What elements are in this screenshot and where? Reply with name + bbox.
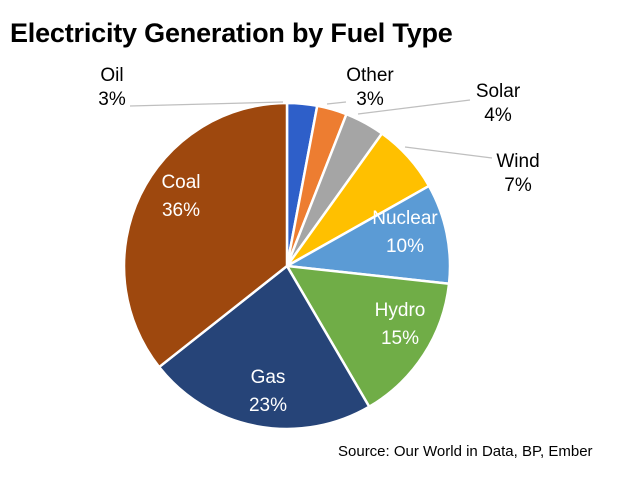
slice-label-other: Other	[346, 65, 394, 86]
slice-label-hydro: Hydro	[375, 300, 426, 321]
slice-labels: Oil 3% Other 3% Solar 4% Wind 7% Nuclear 10% Hydro…	[98, 65, 539, 416]
leader-line-wind	[404, 146, 493, 159]
pie-slices	[122, 101, 452, 431]
chart-title: Electricity Generation by Fuel Type	[10, 18, 453, 48]
slice-label-solar: Solar	[476, 81, 521, 102]
pie-slice-gas	[157, 264, 371, 431]
slice-value-other: 3%	[356, 89, 384, 110]
slice-value-coal: 36%	[162, 200, 200, 221]
slice-value-wind: 7%	[504, 175, 532, 196]
slice-label-gas: Gas	[251, 367, 286, 388]
slice-value-solar: 4%	[484, 105, 512, 126]
source-note: Source: Our World in Data, BP, Ember	[338, 443, 593, 460]
slice-value-hydro: 15%	[381, 328, 419, 349]
pie-slice-nuclear	[285, 184, 452, 285]
leader-line-oil	[129, 101, 284, 107]
leader-line-solar	[357, 99, 471, 115]
slice-label-coal: Coal	[161, 172, 200, 193]
slice-value-gas: 23%	[249, 395, 287, 416]
slice-value-nuclear: 10%	[386, 236, 424, 257]
pie-slice-hydro	[285, 264, 451, 408]
pie-slice-coal	[122, 101, 289, 369]
slice-label-nuclear: Nuclear	[372, 208, 438, 229]
leader-lines	[129, 99, 493, 159]
slice-label-oil: Oil	[100, 65, 123, 86]
slice-value-oil: 3%	[98, 89, 126, 110]
leader-line-other	[326, 101, 347, 105]
slice-label-wind: Wind	[496, 151, 539, 172]
